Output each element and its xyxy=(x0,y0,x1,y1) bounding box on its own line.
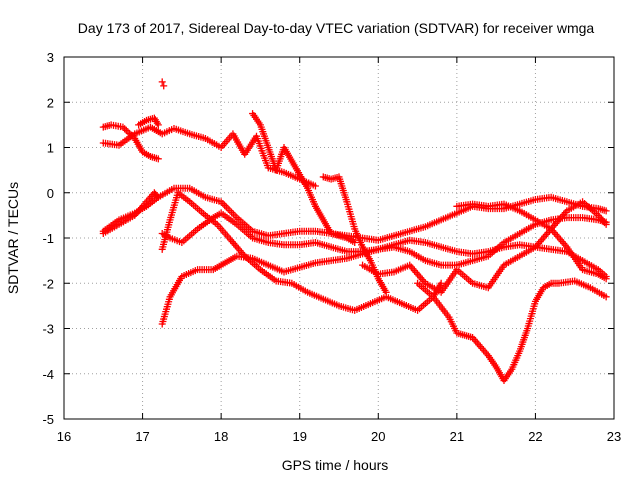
series-track-n xyxy=(453,200,610,283)
x-tick-label: 17 xyxy=(135,429,149,444)
data-point xyxy=(224,205,232,213)
data-point xyxy=(158,78,166,86)
series-track-b xyxy=(99,121,162,163)
x-tick-label: 19 xyxy=(292,429,306,444)
x-tick-label: 16 xyxy=(57,429,71,444)
data-point xyxy=(119,123,127,131)
data-point xyxy=(153,192,161,200)
data-point xyxy=(122,126,130,134)
data-point xyxy=(437,279,445,287)
y-axis-label: SDTVAR / TECUs xyxy=(5,182,21,294)
x-tick-label: 21 xyxy=(450,429,464,444)
x-tick-label: 18 xyxy=(214,429,228,444)
data-point xyxy=(351,239,359,247)
data-point xyxy=(602,293,610,301)
data-point xyxy=(228,208,236,216)
y-tick-label: -1 xyxy=(42,231,54,246)
series-track-k xyxy=(158,236,610,328)
y-tick-label: 2 xyxy=(47,95,54,110)
series-track-m xyxy=(414,277,610,385)
plot-frame xyxy=(63,56,615,420)
data-point xyxy=(124,128,132,136)
series-track-j xyxy=(158,189,445,314)
y-tick-label: -5 xyxy=(42,412,54,427)
chart-title: Day 173 of 2017, Sidereal Day-to-day VTE… xyxy=(78,20,595,36)
y-tick-label: 3 xyxy=(47,50,54,65)
y-tick-label: -2 xyxy=(42,276,54,291)
data-point xyxy=(311,182,319,190)
series-track-e xyxy=(249,110,359,247)
series-track-g xyxy=(99,184,610,244)
x-tick-label: 22 xyxy=(528,429,542,444)
data-point xyxy=(602,220,610,228)
x-tick-label: 20 xyxy=(371,429,385,444)
y-tick-label: 1 xyxy=(47,141,54,156)
data-point xyxy=(129,133,137,141)
data-point xyxy=(602,207,610,215)
data-marks xyxy=(99,78,610,385)
series-track-l xyxy=(359,198,610,296)
data-point xyxy=(226,207,234,215)
data-point xyxy=(154,155,162,163)
data-point xyxy=(222,203,230,211)
data-point xyxy=(221,201,229,209)
data-point xyxy=(160,82,168,90)
x-axis-label: GPS time / hours xyxy=(282,457,389,473)
series-track-h xyxy=(99,189,162,237)
x-tick-label: 23 xyxy=(607,429,621,444)
series-track-i xyxy=(158,209,610,269)
y-tick-label: 0 xyxy=(47,186,54,201)
y-tick-label: -4 xyxy=(42,367,54,382)
data-point xyxy=(229,210,237,218)
data-point xyxy=(154,193,162,201)
series-track-d xyxy=(158,78,168,90)
series-track-c xyxy=(135,114,162,129)
series-track-a xyxy=(99,123,319,190)
y-tick-label: -3 xyxy=(42,322,54,337)
data-point xyxy=(602,275,610,283)
data-point xyxy=(154,121,162,129)
